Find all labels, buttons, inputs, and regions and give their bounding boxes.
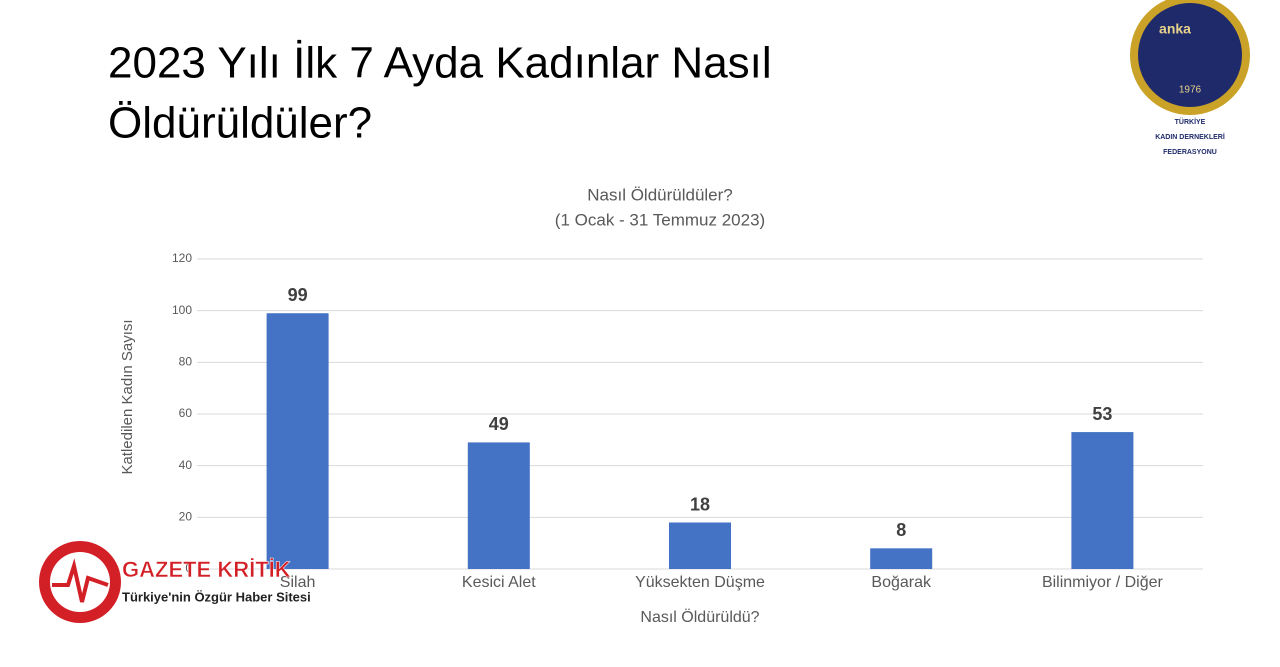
- x-tick-label: Boğarak: [871, 574, 932, 591]
- watermark-icon: [52, 558, 109, 603]
- y-tick-label: 120: [172, 251, 192, 265]
- watermark: GAZETE KRİTİK Türkiye'nin Özgür Haber Si…: [39, 541, 311, 623]
- logo-disc: [1138, 3, 1242, 107]
- data-label: 18: [690, 494, 710, 514]
- logo-year: 1976: [1179, 85, 1202, 96]
- x-tick-label: Silah: [280, 574, 316, 591]
- x-tick-label: Yüksekten Düşme: [635, 574, 765, 591]
- x-tick-label: Bilinmiyor / Diğer: [1042, 574, 1164, 591]
- bar: [669, 522, 731, 569]
- logo-org: TÜRKİYE: [1175, 117, 1206, 126]
- y-tick-label: 40: [179, 458, 193, 472]
- bar: [266, 313, 329, 569]
- y-tick-label: 20: [179, 510, 193, 524]
- bar: [1071, 432, 1134, 569]
- chart-subtitle: (1 Ocak - 31 Temmuz 2023): [555, 210, 765, 229]
- x-tick-label: Kesici Alet: [462, 574, 536, 591]
- bar: [467, 442, 530, 569]
- data-label: 8: [896, 520, 906, 540]
- y-tick-label: 80: [179, 355, 193, 369]
- data-label: 99: [288, 285, 308, 305]
- x-axis-label: Nasıl Öldürüldü?: [640, 608, 759, 626]
- chart-title: Nasıl Öldürüldüler?: [587, 185, 733, 204]
- logo-org: FEDERASYONU: [1163, 149, 1217, 156]
- watermark-logo: [50, 552, 110, 612]
- data-label: 49: [489, 414, 509, 434]
- slide-title: 2023 Yılı İlk 7 Ayda Kadınlar Nasıl: [108, 39, 772, 88]
- y-tick-label: 100: [172, 303, 192, 317]
- y-axis-label: Katledilen Kadın Sayısı: [119, 319, 136, 474]
- logo-org: KADIN DERNEKLERİ: [1155, 133, 1225, 141]
- y-tick-label: 0: [185, 561, 192, 575]
- slide-title: Öldürüldüler?: [108, 99, 372, 148]
- watermark-brand: GAZETE KRİTİK: [122, 557, 291, 582]
- logo-name: anka: [1159, 21, 1191, 37]
- data-label: 53: [1092, 404, 1112, 424]
- bar: [870, 548, 933, 569]
- y-tick-label: 60: [179, 406, 193, 420]
- logo: anka 1976 TÜRKİYE KADIN DERNEKLERİ FEDER…: [1130, 0, 1250, 156]
- watermark-tagline: Türkiye'nin Özgür Haber Sitesi: [122, 589, 311, 604]
- plot: 0 20 40 60 80 100 120 Silah 99 Kesici Alet 49 Yükse…: [172, 251, 1203, 591]
